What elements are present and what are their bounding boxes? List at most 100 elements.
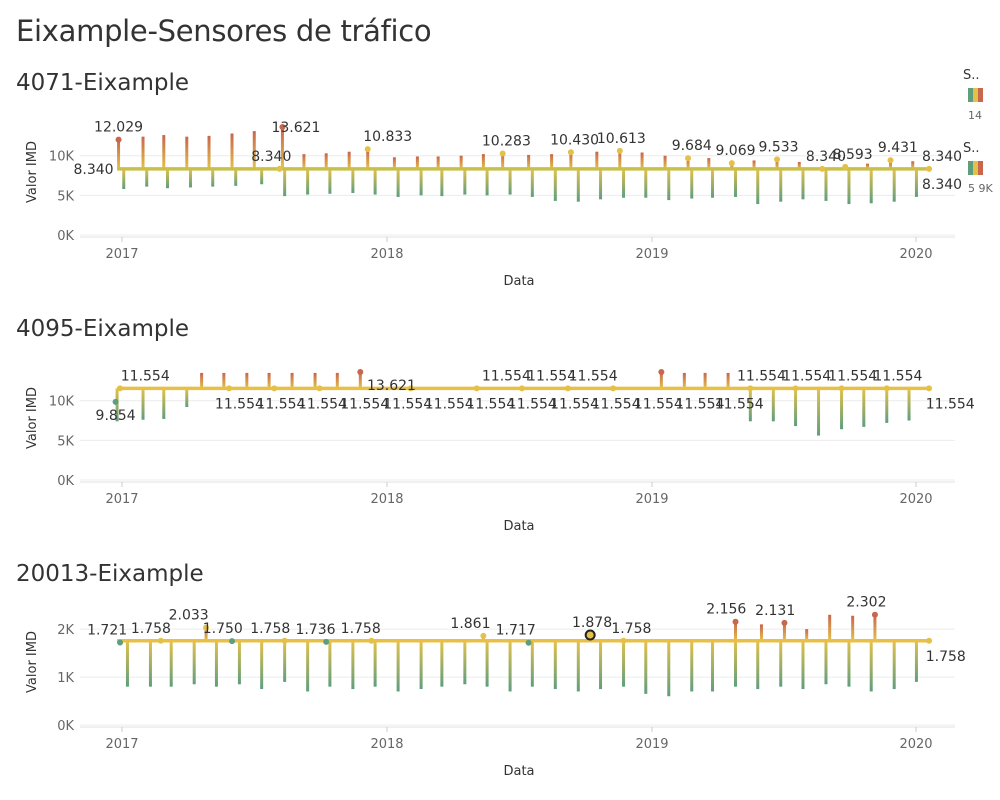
legend-title-1[interactable]: S..: [963, 68, 980, 83]
peak-spike: [162, 135, 166, 169]
peak-spike: [245, 372, 249, 389]
data-label: 13.621: [367, 378, 416, 394]
dip-spike: [711, 168, 715, 198]
dip-spike: [892, 168, 896, 202]
peak-spike: [873, 614, 877, 641]
data-label: 11.554: [550, 396, 599, 412]
peak-spike: [703, 372, 707, 389]
data-label: 11.554: [634, 396, 683, 412]
data-label: 13.621: [271, 120, 320, 136]
data-label: 9.854: [96, 408, 136, 424]
peak-spike: [663, 155, 667, 169]
dip-spike: [756, 640, 760, 690]
peak-spike: [682, 372, 686, 389]
chart-title-4095: 4095-Eixample: [16, 316, 190, 342]
data-point: [525, 639, 532, 646]
data-point: [685, 155, 692, 162]
dip-spike: [530, 168, 534, 197]
dip-spike: [283, 168, 287, 197]
dip-spike: [892, 640, 896, 690]
dip-spike: [373, 168, 377, 195]
dip-spike: [801, 168, 805, 200]
dip-spike: [188, 168, 192, 188]
dip-spike: [396, 168, 400, 197]
dip-spike: [734, 640, 738, 687]
data-point: [732, 618, 739, 625]
data-label: 11.554: [926, 396, 975, 412]
data-label: 11.554: [527, 368, 576, 384]
data-label: 8.340: [73, 162, 113, 178]
y-axis-title: Valor IMD: [25, 631, 40, 693]
data-point: [728, 160, 735, 167]
chart-title-4071: 4071-Eixample: [16, 70, 190, 96]
dip-spike: [351, 168, 355, 193]
data-point: [279, 123, 286, 130]
dip-spike: [373, 640, 377, 687]
data-point: [926, 165, 933, 172]
data-point: [229, 638, 236, 645]
peak-spike: [851, 615, 855, 641]
dip-spike: [214, 640, 218, 687]
dip-spike: [115, 388, 119, 422]
dip-spike: [748, 388, 752, 422]
data-label: 11.554: [873, 368, 922, 384]
dip-spike: [169, 640, 173, 687]
peak-spike: [222, 372, 226, 389]
dip-spike: [869, 168, 873, 204]
dip-spike: [306, 168, 310, 195]
data-label: 1.721: [87, 623, 127, 639]
y-axis-title: Valor IMD: [25, 387, 40, 449]
y-tick-label: 0K: [57, 719, 74, 734]
peak-spike: [481, 154, 485, 169]
data-label: 8.340: [922, 149, 962, 165]
peak-spike: [911, 161, 915, 169]
legend-swatch: [968, 161, 973, 175]
data-label: 1.758: [131, 621, 171, 637]
data-label: 1.878: [572, 615, 612, 631]
dip-spike: [779, 168, 783, 202]
dip-spike: [306, 640, 310, 692]
data-label: 11.554: [425, 396, 474, 412]
data-label: 11.554: [215, 396, 264, 412]
data-point: [871, 611, 878, 618]
x-tick-label: 2017: [105, 492, 138, 507]
dip-spike: [485, 640, 489, 687]
dip-spike: [463, 168, 467, 195]
legend-swatch: [978, 88, 983, 102]
data-label: 2.302: [846, 595, 886, 611]
dip-spike: [824, 168, 828, 201]
peak-spike: [267, 372, 271, 389]
data-point: [781, 619, 788, 626]
data-label: 11.554: [592, 396, 641, 412]
data-label: 1.861: [450, 616, 490, 632]
data-label: 11.554: [508, 396, 557, 412]
dip-spike: [794, 388, 798, 427]
peak-spike: [569, 152, 573, 169]
data-point: [518, 385, 525, 392]
dip-spike: [145, 168, 149, 187]
peak-spike: [775, 159, 779, 169]
dip-spike: [576, 640, 580, 692]
x-tick-label: 2017: [105, 247, 138, 262]
peak-spike: [207, 135, 211, 169]
peak-spike: [358, 371, 362, 389]
data-label: 1.758: [250, 621, 290, 637]
dip-spike: [141, 388, 145, 420]
data-label: 11.554: [298, 396, 347, 412]
legend-title-2[interactable]: S..: [963, 141, 980, 156]
data-point: [226, 385, 233, 392]
data-label: 1.758: [611, 621, 651, 637]
peak-spike: [436, 156, 440, 169]
dip-spike: [211, 168, 215, 187]
data-point: [368, 637, 375, 644]
data-point: [276, 165, 283, 172]
data-label: 2.156: [706, 602, 746, 618]
dip-spike: [148, 640, 152, 687]
x-axis-title: Data: [503, 519, 534, 534]
y-tick-label: 2K: [57, 623, 74, 638]
data-label: 9.533: [758, 139, 798, 155]
x-tick-label: 2019: [635, 492, 668, 507]
data-point: [271, 385, 278, 392]
data-label: 9.069: [715, 143, 755, 159]
